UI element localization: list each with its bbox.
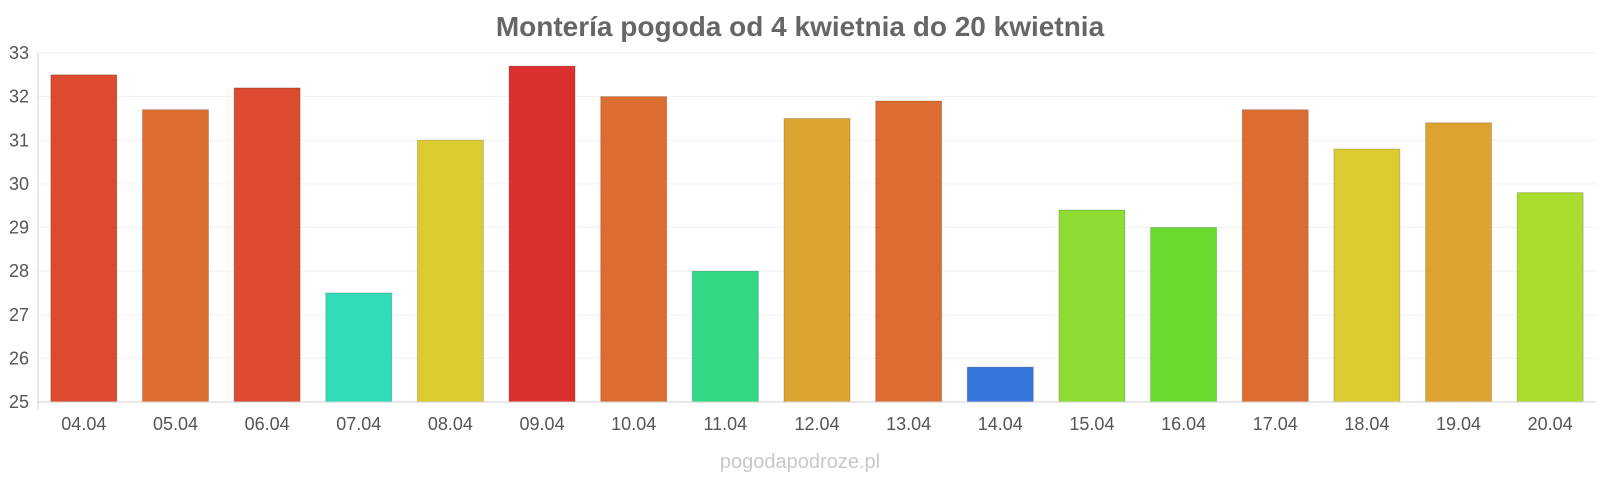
x-tick-label: 06.04: [245, 414, 290, 434]
y-tick-label: 33: [9, 43, 29, 63]
bars: [50, 65, 1584, 403]
x-tick-label: 15.04: [1069, 414, 1114, 434]
bar-12.04: [783, 117, 851, 403]
y-axis-tick-labels: 25 26 27 28 29 30 31 32 33: [9, 43, 29, 412]
chart-title: Montería pogoda od 4 kwietnia do 20 kwie…: [496, 11, 1105, 42]
x-tick-label: 12.04: [794, 414, 839, 434]
bar-04.04: [50, 74, 118, 403]
y-tick-label: 28: [9, 261, 29, 281]
x-tick-label: 07.04: [336, 414, 381, 434]
bar-07.04: [325, 292, 393, 403]
bar-06.04: [233, 87, 301, 403]
bar-10.04: [600, 96, 668, 403]
bar-13.04: [875, 100, 943, 403]
bar-20.04: [1516, 192, 1584, 403]
x-tick-label: 20.04: [1528, 414, 1573, 434]
x-tick-label: 18.04: [1344, 414, 1389, 434]
axes: [37, 53, 1596, 410]
bar-14.04: [966, 366, 1034, 403]
y-tick-label: 32: [9, 87, 29, 107]
bar-05.04: [141, 109, 209, 403]
x-tick-label: 13.04: [886, 414, 931, 434]
bar-18.04: [1333, 148, 1401, 403]
y-tick-label: 27: [9, 305, 29, 325]
x-tick-label: 08.04: [428, 414, 473, 434]
x-tick-label: 16.04: [1161, 414, 1206, 434]
x-tick-label: 05.04: [153, 414, 198, 434]
y-tick-label: 26: [9, 348, 29, 368]
y-tick-label: 25: [9, 392, 29, 412]
bar-09.04: [508, 65, 576, 403]
bar-11.04: [691, 270, 759, 403]
y-tick-label: 29: [9, 218, 29, 238]
bar-08.04: [416, 139, 484, 403]
x-tick-label: 17.04: [1253, 414, 1298, 434]
x-tick-label: 14.04: [978, 414, 1023, 434]
x-tick-label: 11.04: [703, 414, 747, 434]
watermark: pogodapodroze.pl: [720, 451, 880, 473]
x-tick-label: 19.04: [1436, 414, 1481, 434]
x-tick-label: 10.04: [611, 414, 656, 434]
y-tick-label: 30: [9, 174, 29, 194]
x-tick-label: 04.04: [61, 414, 106, 434]
bar-19.04: [1425, 122, 1493, 403]
y-tick-label: 31: [9, 130, 29, 150]
x-axis-tick-labels: 04.04 05.04 06.04 07.04 08.04 09.04 10.04 11.04…: [61, 414, 1572, 434]
bar-15.04: [1058, 209, 1126, 403]
x-tick-label: 09.04: [520, 414, 565, 434]
bar-17.04: [1241, 109, 1309, 403]
bar-16.04: [1150, 227, 1218, 403]
